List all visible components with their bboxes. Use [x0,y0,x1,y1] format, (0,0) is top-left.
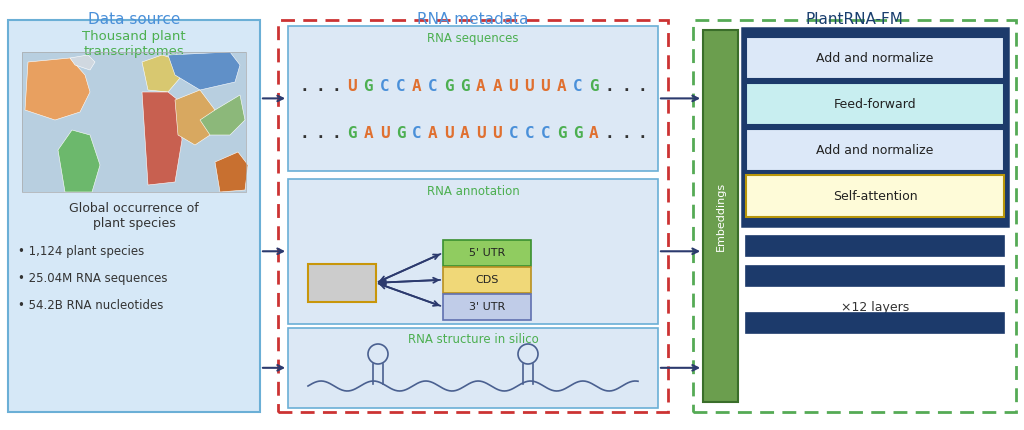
Bar [288,179,658,324]
Text: A: A [412,79,422,94]
Text: .: . [299,126,309,141]
Text: A: A [428,126,437,141]
Text: .: . [621,79,631,94]
Text: • 1,124 plant species: • 1,124 plant species [18,245,144,258]
Text: U: U [524,79,535,94]
Text: .: . [299,79,309,94]
Text: G: G [589,79,598,94]
Text: C: C [541,126,550,141]
Text: U: U [541,79,550,94]
Text: A: A [589,126,598,141]
Text: C: C [524,126,535,141]
Text: C: C [380,79,389,94]
Bar [703,30,738,402]
Text: Data source: Data source [88,12,180,27]
Bar [746,175,1004,217]
Bar [693,20,1016,412]
Text: Feed-forward: Feed-forward [834,98,916,111]
Text: Add and normalize: Add and normalize [816,144,934,157]
Text: Thousand plant
transcriptomes: Thousand plant transcriptomes [82,30,185,58]
Text: PlantRNA-FM: PlantRNA-FM [806,12,903,27]
Text: RNA metadata: RNA metadata [417,12,528,27]
Text: .: . [605,126,614,141]
Text: G: G [460,79,470,94]
Text: Global occurrence of
plant species: Global occurrence of plant species [70,202,199,230]
Bar [746,266,1004,286]
Bar [746,313,1004,333]
Text: RNA sequences: RNA sequences [427,32,519,45]
Text: C: C [428,79,437,94]
Text: C: C [396,79,406,94]
Text: Self-attention: Self-attention [833,190,918,203]
Bar [746,83,1004,125]
Text: A: A [476,79,485,94]
Text: RNA structure in silico: RNA structure in silico [408,333,539,346]
Bar [746,236,1004,256]
Text: U: U [476,126,485,141]
Bar [22,52,246,192]
Text: C: C [508,126,518,141]
Text: • 54.2B RNA nucleotides: • 54.2B RNA nucleotides [18,299,164,312]
Text: A: A [493,79,502,94]
Polygon shape [215,152,248,192]
Text: U: U [380,126,389,141]
Text: .: . [315,126,325,141]
Bar [443,240,531,266]
Text: G: G [572,126,583,141]
Text: .: . [637,79,647,94]
Text: G: G [557,126,566,141]
Text: G: G [347,126,357,141]
Text: Add and normalize: Add and normalize [816,52,934,64]
Text: .: . [332,126,341,141]
Bar [443,267,531,293]
Text: • 25.04M RNA sequences: • 25.04M RNA sequences [18,272,168,285]
Text: C: C [412,126,422,141]
Polygon shape [168,52,240,90]
Text: C: C [572,79,583,94]
Text: .: . [637,126,647,141]
Polygon shape [200,95,245,135]
Bar [288,26,658,171]
Text: RNA annotation: RNA annotation [427,185,519,198]
Bar [308,264,376,302]
Text: CDS: CDS [475,275,499,285]
Text: .: . [605,79,614,94]
Text: A: A [557,79,566,94]
Bar [288,328,658,408]
Polygon shape [142,92,182,185]
Bar [8,20,260,412]
Polygon shape [175,90,215,145]
Text: A: A [460,126,470,141]
Text: G: G [444,79,454,94]
Polygon shape [70,55,95,70]
Bar [278,20,668,412]
Text: U: U [347,79,357,94]
Bar [742,28,1008,226]
Bar [22,52,246,192]
Bar [746,129,1004,171]
Text: 3' UTR: 3' UTR [469,302,505,312]
Text: .: . [332,79,341,94]
Polygon shape [142,55,180,92]
Text: U: U [493,126,502,141]
Text: U: U [444,126,454,141]
Text: G: G [396,126,406,141]
Text: A: A [364,126,373,141]
Polygon shape [58,130,100,192]
Text: 5' UTR: 5' UTR [469,248,505,258]
Polygon shape [25,58,90,120]
Text: ×12 layers: ×12 layers [841,301,909,314]
Text: U: U [508,79,518,94]
Bar [746,37,1004,79]
Text: .: . [315,79,325,94]
Text: .: . [621,126,631,141]
Text: G: G [364,79,373,94]
Bar [443,294,531,320]
Text: Embeddings: Embeddings [716,181,725,251]
